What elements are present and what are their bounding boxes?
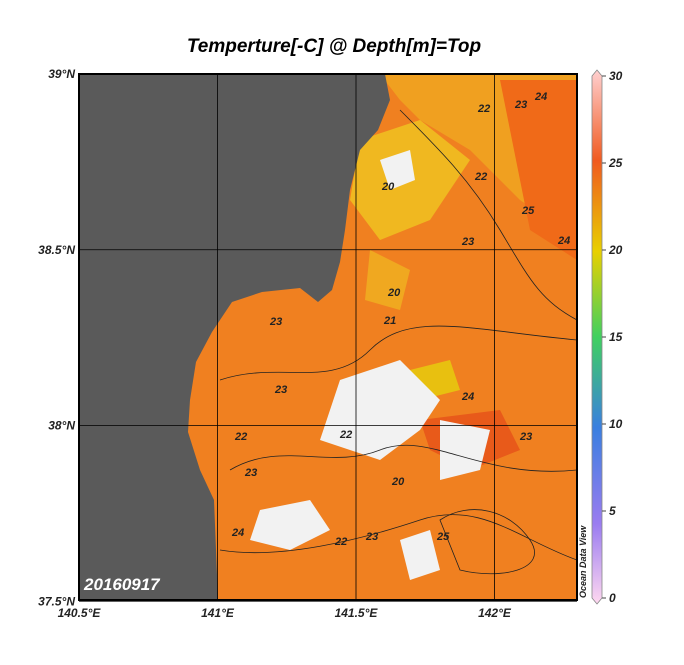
contour-label: 25: [521, 205, 535, 217]
contour-label: 22: [334, 536, 347, 548]
contour-label: 23: [514, 99, 527, 111]
contour-label: 22: [339, 429, 352, 441]
colorbar-label: 30: [609, 69, 623, 83]
contour-label: 23: [365, 531, 378, 543]
no-data: [380, 150, 415, 190]
colorbar-label: 15: [609, 330, 623, 344]
land: [79, 74, 390, 600]
contour: [219, 514, 577, 561]
lon-tick-label: 140.5°E: [58, 606, 102, 620]
lon-tick-label: 141.5°E: [335, 606, 379, 620]
contour-label: 24: [461, 391, 474, 403]
contour: [229, 444, 577, 472]
colorbar-label: 25: [608, 156, 623, 170]
contour-label: 21: [383, 315, 396, 327]
contour-label: 22: [474, 171, 487, 183]
contour-label: 23: [519, 431, 532, 443]
date-label: 20160917: [83, 575, 161, 594]
contour-label: 23: [269, 316, 282, 328]
contour-label: 22: [234, 431, 247, 443]
colorbar-label: 5: [609, 504, 616, 518]
map-frame: [78, 73, 578, 601]
lat-tick-label: 38.5°N: [38, 243, 75, 257]
contour-label: 20: [387, 287, 401, 299]
no-data: [250, 500, 330, 550]
no-data: [440, 420, 490, 480]
contour: [399, 109, 577, 321]
colorbar-label: 20: [608, 243, 623, 257]
lat-tick-label: 37.5°N: [38, 594, 75, 608]
colorbar-label: 10: [609, 417, 623, 431]
lat-tick-label: 39°N: [48, 67, 75, 81]
contour-label: 23: [461, 236, 474, 248]
contour-label: 24: [534, 91, 547, 103]
lon-tick-label: 142°E: [478, 606, 512, 620]
map-area: 22 23 24 20 22 23 24 25 20 21 23 23 22 2…: [79, 74, 577, 600]
map-title: Temperture[-C] @ Depth[m]=Top: [187, 36, 481, 57]
no-data: [400, 530, 440, 580]
contour-label: 24: [557, 235, 570, 247]
watermark: Ocean Data View: [578, 525, 588, 598]
lat-tick-label: 38°N: [48, 419, 75, 433]
contour-label: 20: [381, 181, 395, 193]
contour-label: 22: [477, 103, 490, 115]
contour-label: 20: [391, 476, 405, 488]
yellow-patch: [365, 250, 410, 310]
contour: [439, 509, 535, 575]
no-data: [320, 360, 440, 460]
hot-patch: [500, 80, 577, 260]
contour-label: 25: [436, 531, 450, 543]
colorbar-label: 0: [609, 591, 616, 605]
lon-tick-label: 141°E: [201, 606, 235, 620]
contour-label: 23: [244, 467, 257, 479]
contour-label: 23: [274, 384, 287, 396]
contour-label: 24: [231, 527, 244, 539]
colorbar: [591, 69, 603, 605]
